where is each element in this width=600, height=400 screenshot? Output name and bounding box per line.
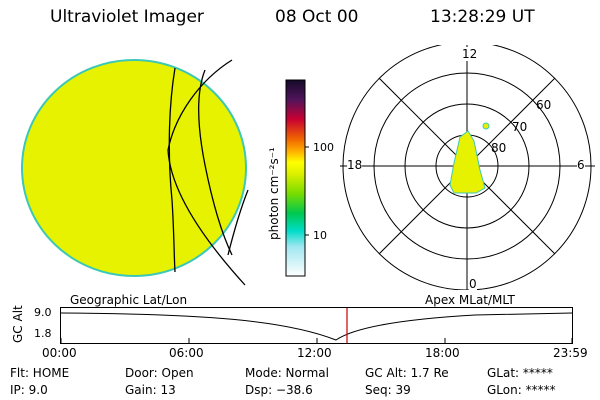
auroral-spot	[482, 122, 490, 130]
info-mode: Mode: Normal	[245, 366, 329, 380]
observation-date: 08 Oct 00	[275, 7, 359, 27]
lat-label-70: 70	[512, 120, 528, 134]
mlt-label-18: 18	[347, 158, 363, 172]
colorbar-unit-label: photon cm⁻²s⁻¹	[267, 147, 281, 240]
orbit-altitude-plot	[60, 307, 573, 344]
colorbar	[285, 79, 309, 277]
orbit-xtick-0000: 00:00	[42, 346, 77, 360]
altitude-curve	[60, 312, 573, 341]
colorbar-gradient	[285, 79, 306, 277]
latitude-curve	[167, 59, 246, 286]
orbit-xtick-1200: 12:00	[297, 346, 332, 360]
orbit-xtick-0600: 06:00	[169, 346, 204, 360]
orbit-ytick-9: 9.0	[34, 306, 52, 319]
polar-plot	[340, 45, 595, 290]
orbit-frame	[60, 307, 573, 344]
terminator-line	[227, 189, 249, 256]
orbit-ylabel: GC Alt	[11, 305, 25, 343]
mlt-label-0: 0	[469, 277, 477, 291]
colorbar-tick-10: 10	[313, 229, 327, 242]
lat-label-60: 60	[536, 98, 552, 112]
longitude-line-1	[168, 67, 176, 273]
observation-time: 13:28:29 UT	[430, 7, 535, 27]
info-gc-alt: GC Alt: 1.7 Re	[365, 366, 449, 380]
orbit-xtick-2359: 23:59	[553, 346, 588, 360]
info-seq: Seq: 39	[365, 383, 411, 397]
lat-label-80: 80	[491, 141, 507, 155]
orbit-xtick-1800: 18:00	[425, 346, 460, 360]
mlt-label-12: 12	[462, 47, 478, 61]
longitude-line-2	[197, 69, 233, 256]
info-glat: GLat: *****	[487, 366, 553, 380]
info-flight: Flt: HOME	[10, 366, 70, 380]
instrument-title: Ultraviolet Imager	[50, 7, 204, 27]
info-dsp: Dsp: −38.6	[245, 383, 313, 397]
colorbar-tick-100: 100	[313, 141, 334, 154]
info-ip: IP: 9.0	[10, 383, 48, 397]
info-glon: GLon: *****	[487, 383, 556, 397]
info-door: Door: Open	[125, 366, 194, 380]
info-gain: Gain: 13	[125, 383, 176, 397]
earth-disk-image	[21, 59, 249, 286]
mlt-label-6: 6	[577, 158, 585, 172]
orbit-left-title: Geographic Lat/Lon	[70, 293, 188, 307]
orbit-right-title: Apex MLat/MLT	[425, 293, 515, 307]
auroral-oval	[449, 130, 486, 194]
orbit-ytick-1-8: 1.8	[34, 327, 52, 340]
uv-disk	[21, 59, 247, 277]
